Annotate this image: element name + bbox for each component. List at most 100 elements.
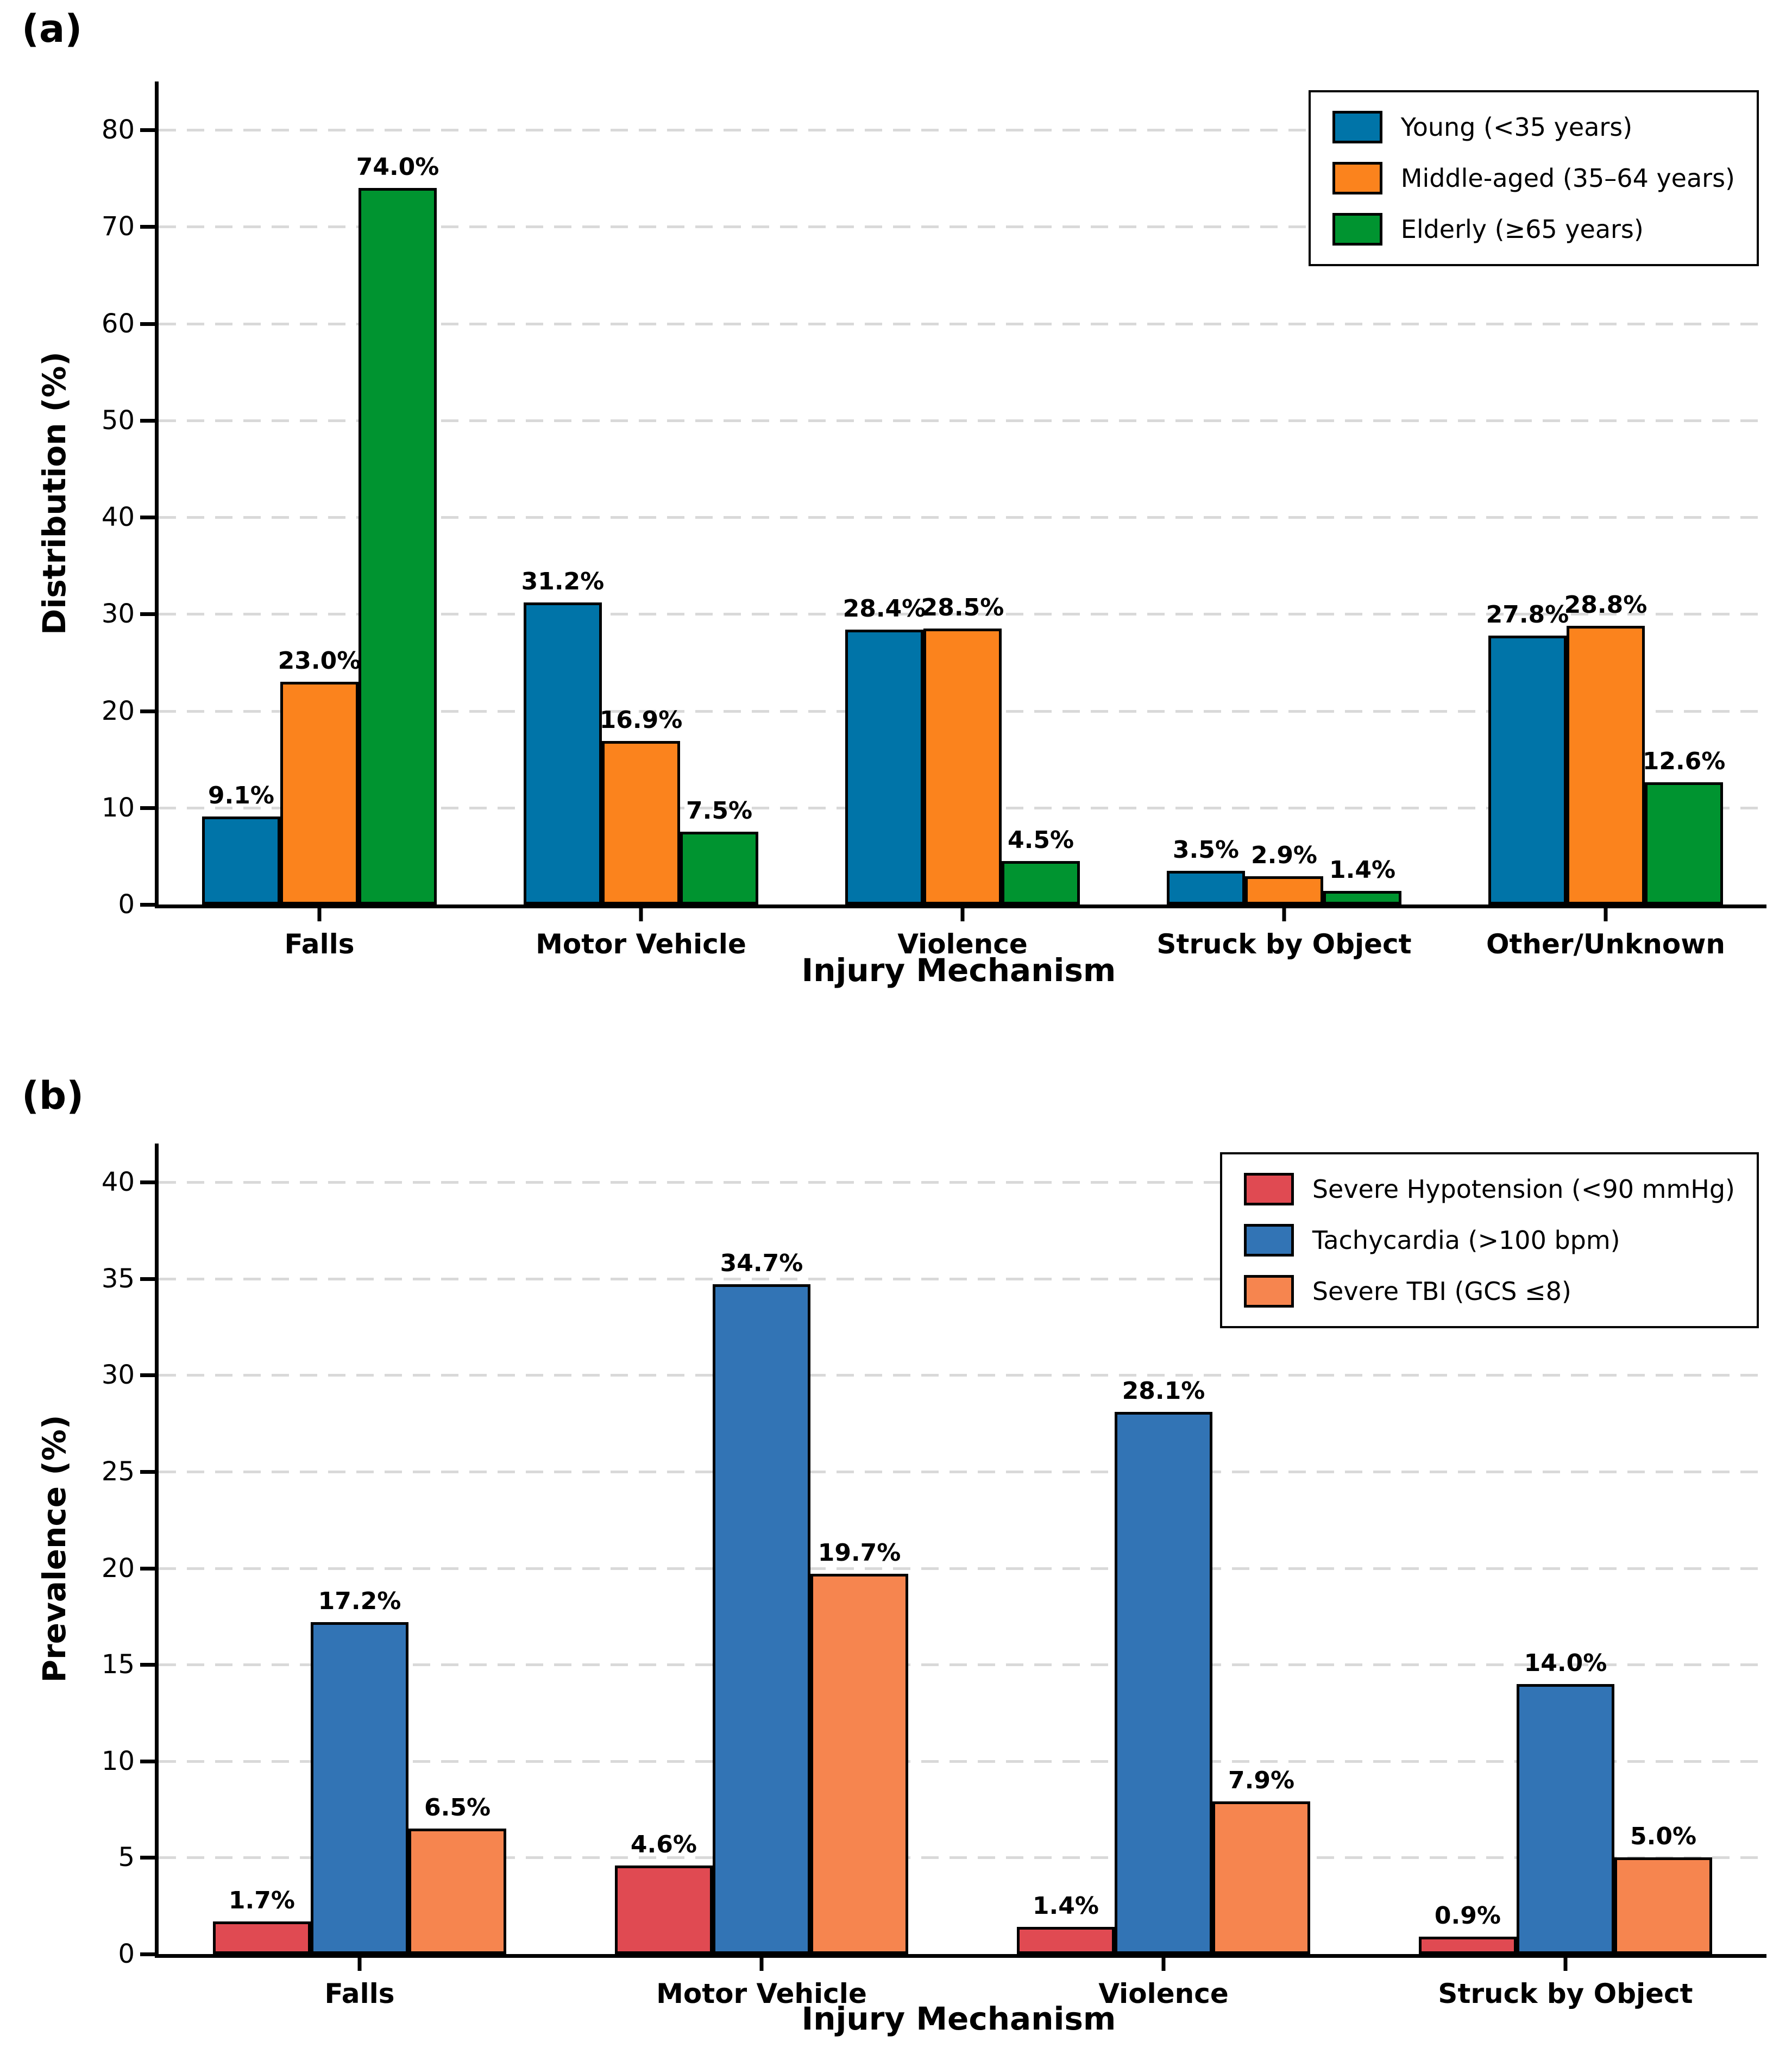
- bar-value-label: 31.2%: [521, 567, 605, 595]
- bar: [1323, 891, 1402, 904]
- bar: [1418, 1937, 1517, 1954]
- y-tick-mark: [140, 1373, 155, 1378]
- legend-item: Tachycardia (>100 bpm): [1243, 1224, 1735, 1257]
- bar: [680, 832, 759, 904]
- bar: [523, 602, 602, 904]
- y-tick-mark: [140, 1277, 155, 1281]
- x-category-label: Violence: [897, 928, 1028, 960]
- bar: [1002, 860, 1080, 904]
- bar-value-label: 6.5%: [424, 1794, 491, 1822]
- bar-value-label: 2.9%: [1250, 841, 1318, 870]
- panel-b-x-axis-label: Injury Mechanism: [801, 2000, 1116, 2037]
- legend-swatch: [1332, 111, 1382, 143]
- legend-item: Severe TBI (GCS ≤8): [1243, 1275, 1735, 1308]
- bar-value-label: 7.5%: [686, 797, 753, 825]
- bar-value-label: 17.2%: [318, 1587, 401, 1615]
- bar: [614, 1865, 713, 1954]
- y-tick-label: 30: [101, 1360, 135, 1391]
- legend-swatch: [1243, 1173, 1294, 1205]
- bar-value-label: 27.8%: [1486, 600, 1569, 629]
- bar: [1114, 1411, 1213, 1954]
- legend-item: Middle-aged (35–64 years): [1332, 162, 1735, 194]
- x-tick-mark: [1604, 908, 1608, 921]
- y-tick-label: 20: [101, 695, 135, 726]
- y-tick-mark: [140, 1180, 155, 1185]
- bar: [1244, 876, 1324, 904]
- bar-value-label: 28.4%: [842, 594, 926, 623]
- legend-label: Tachycardia (>100 bpm): [1312, 1225, 1620, 1255]
- grid-line: [159, 1760, 1766, 1763]
- grid-line: [159, 613, 1766, 616]
- grid-line: [159, 419, 1766, 422]
- y-tick-mark: [140, 1952, 155, 1956]
- bar-value-label: 28.1%: [1122, 1377, 1205, 1405]
- y-tick-mark: [140, 128, 155, 133]
- x-category-label: Falls: [324, 1978, 395, 2009]
- panel-a-legend: Young (<35 years) Middle-aged (35–64 year…: [1308, 90, 1759, 266]
- bar: [280, 682, 359, 904]
- grid-line: [159, 129, 1766, 132]
- bar-value-label: 74.0%: [356, 153, 439, 181]
- bar: [845, 629, 923, 904]
- bar: [712, 1284, 811, 1954]
- bar-value-label: 16.9%: [599, 706, 683, 734]
- bar-value-label: 4.5%: [1008, 826, 1074, 854]
- panel-a-x-axis-label: Injury Mechanism: [801, 952, 1116, 989]
- legend-item: Severe Hypotension (<90 mmHg): [1243, 1173, 1735, 1205]
- legend-swatch: [1332, 162, 1382, 194]
- bar-value-label: 28.5%: [921, 594, 1004, 622]
- panel-b: (b) Prevalence (%) Severe Hypotension (<…: [0, 1032, 1792, 2054]
- y-tick-label: 10: [101, 1745, 135, 1776]
- bar: [310, 1622, 409, 1954]
- y-tick-label: 50: [101, 405, 135, 436]
- y-tick-mark: [140, 516, 155, 520]
- x-tick-mark: [357, 1958, 362, 1971]
- y-tick-mark: [140, 903, 155, 907]
- bar: [601, 740, 681, 904]
- legend-swatch: [1243, 1224, 1294, 1257]
- bar-value-label: 19.7%: [818, 1539, 901, 1567]
- x-tick-mark: [639, 908, 643, 921]
- legend-swatch: [1243, 1275, 1294, 1308]
- x-tick-mark: [1161, 1958, 1166, 1971]
- legend-label: Severe TBI (GCS ≤8): [1312, 1276, 1571, 1306]
- panel-a-y-axis-label: Distribution (%): [36, 351, 73, 635]
- bar: [408, 1829, 507, 1954]
- y-tick-mark: [140, 1856, 155, 1860]
- x-tick-mark: [317, 908, 322, 921]
- y-tick-mark: [140, 709, 155, 713]
- y-tick-label: 70: [101, 211, 135, 242]
- panel-a: (a) Distribution (%) Young (<35 years) Mi…: [22, 10, 1766, 989]
- grid-line: [159, 1470, 1766, 1473]
- bar: [212, 1921, 311, 1954]
- bar-value-label: 12.6%: [1642, 748, 1726, 776]
- y-tick-label: 40: [101, 1167, 135, 1198]
- grid-line: [159, 1181, 1766, 1184]
- bar: [1016, 1927, 1115, 1954]
- bar-value-label: 9.1%: [208, 781, 274, 809]
- y-tick-label: 25: [101, 1456, 135, 1487]
- bar-value-label: 23.0%: [278, 647, 361, 675]
- legend-label: Young (<35 years): [1400, 112, 1633, 142]
- y-tick-label: 5: [118, 1842, 135, 1873]
- y-tick-mark: [140, 806, 155, 810]
- grid-line: [159, 322, 1766, 325]
- bar-value-label: 1.4%: [1032, 1892, 1099, 1920]
- bar: [1166, 870, 1245, 904]
- y-tick-mark: [140, 1566, 155, 1571]
- bar: [1516, 1684, 1615, 1954]
- bar: [1645, 782, 1724, 904]
- bar-value-label: 5.0%: [1630, 1823, 1697, 1851]
- bar: [1212, 1801, 1311, 1954]
- y-tick-mark: [140, 418, 155, 423]
- y-tick-label: 40: [101, 502, 135, 533]
- bar-value-label: 14.0%: [1524, 1649, 1607, 1677]
- bar: [202, 816, 280, 904]
- legend-label: Elderly (≥65 years): [1400, 214, 1644, 244]
- y-tick-label: 15: [101, 1649, 135, 1680]
- x-category-label: Motor Vehicle: [536, 928, 746, 960]
- bar-value-label: 34.7%: [720, 1249, 803, 1278]
- x-tick-mark: [1282, 908, 1286, 921]
- x-category-label: Motor Vehicle: [656, 1978, 867, 2009]
- y-tick-mark: [140, 612, 155, 617]
